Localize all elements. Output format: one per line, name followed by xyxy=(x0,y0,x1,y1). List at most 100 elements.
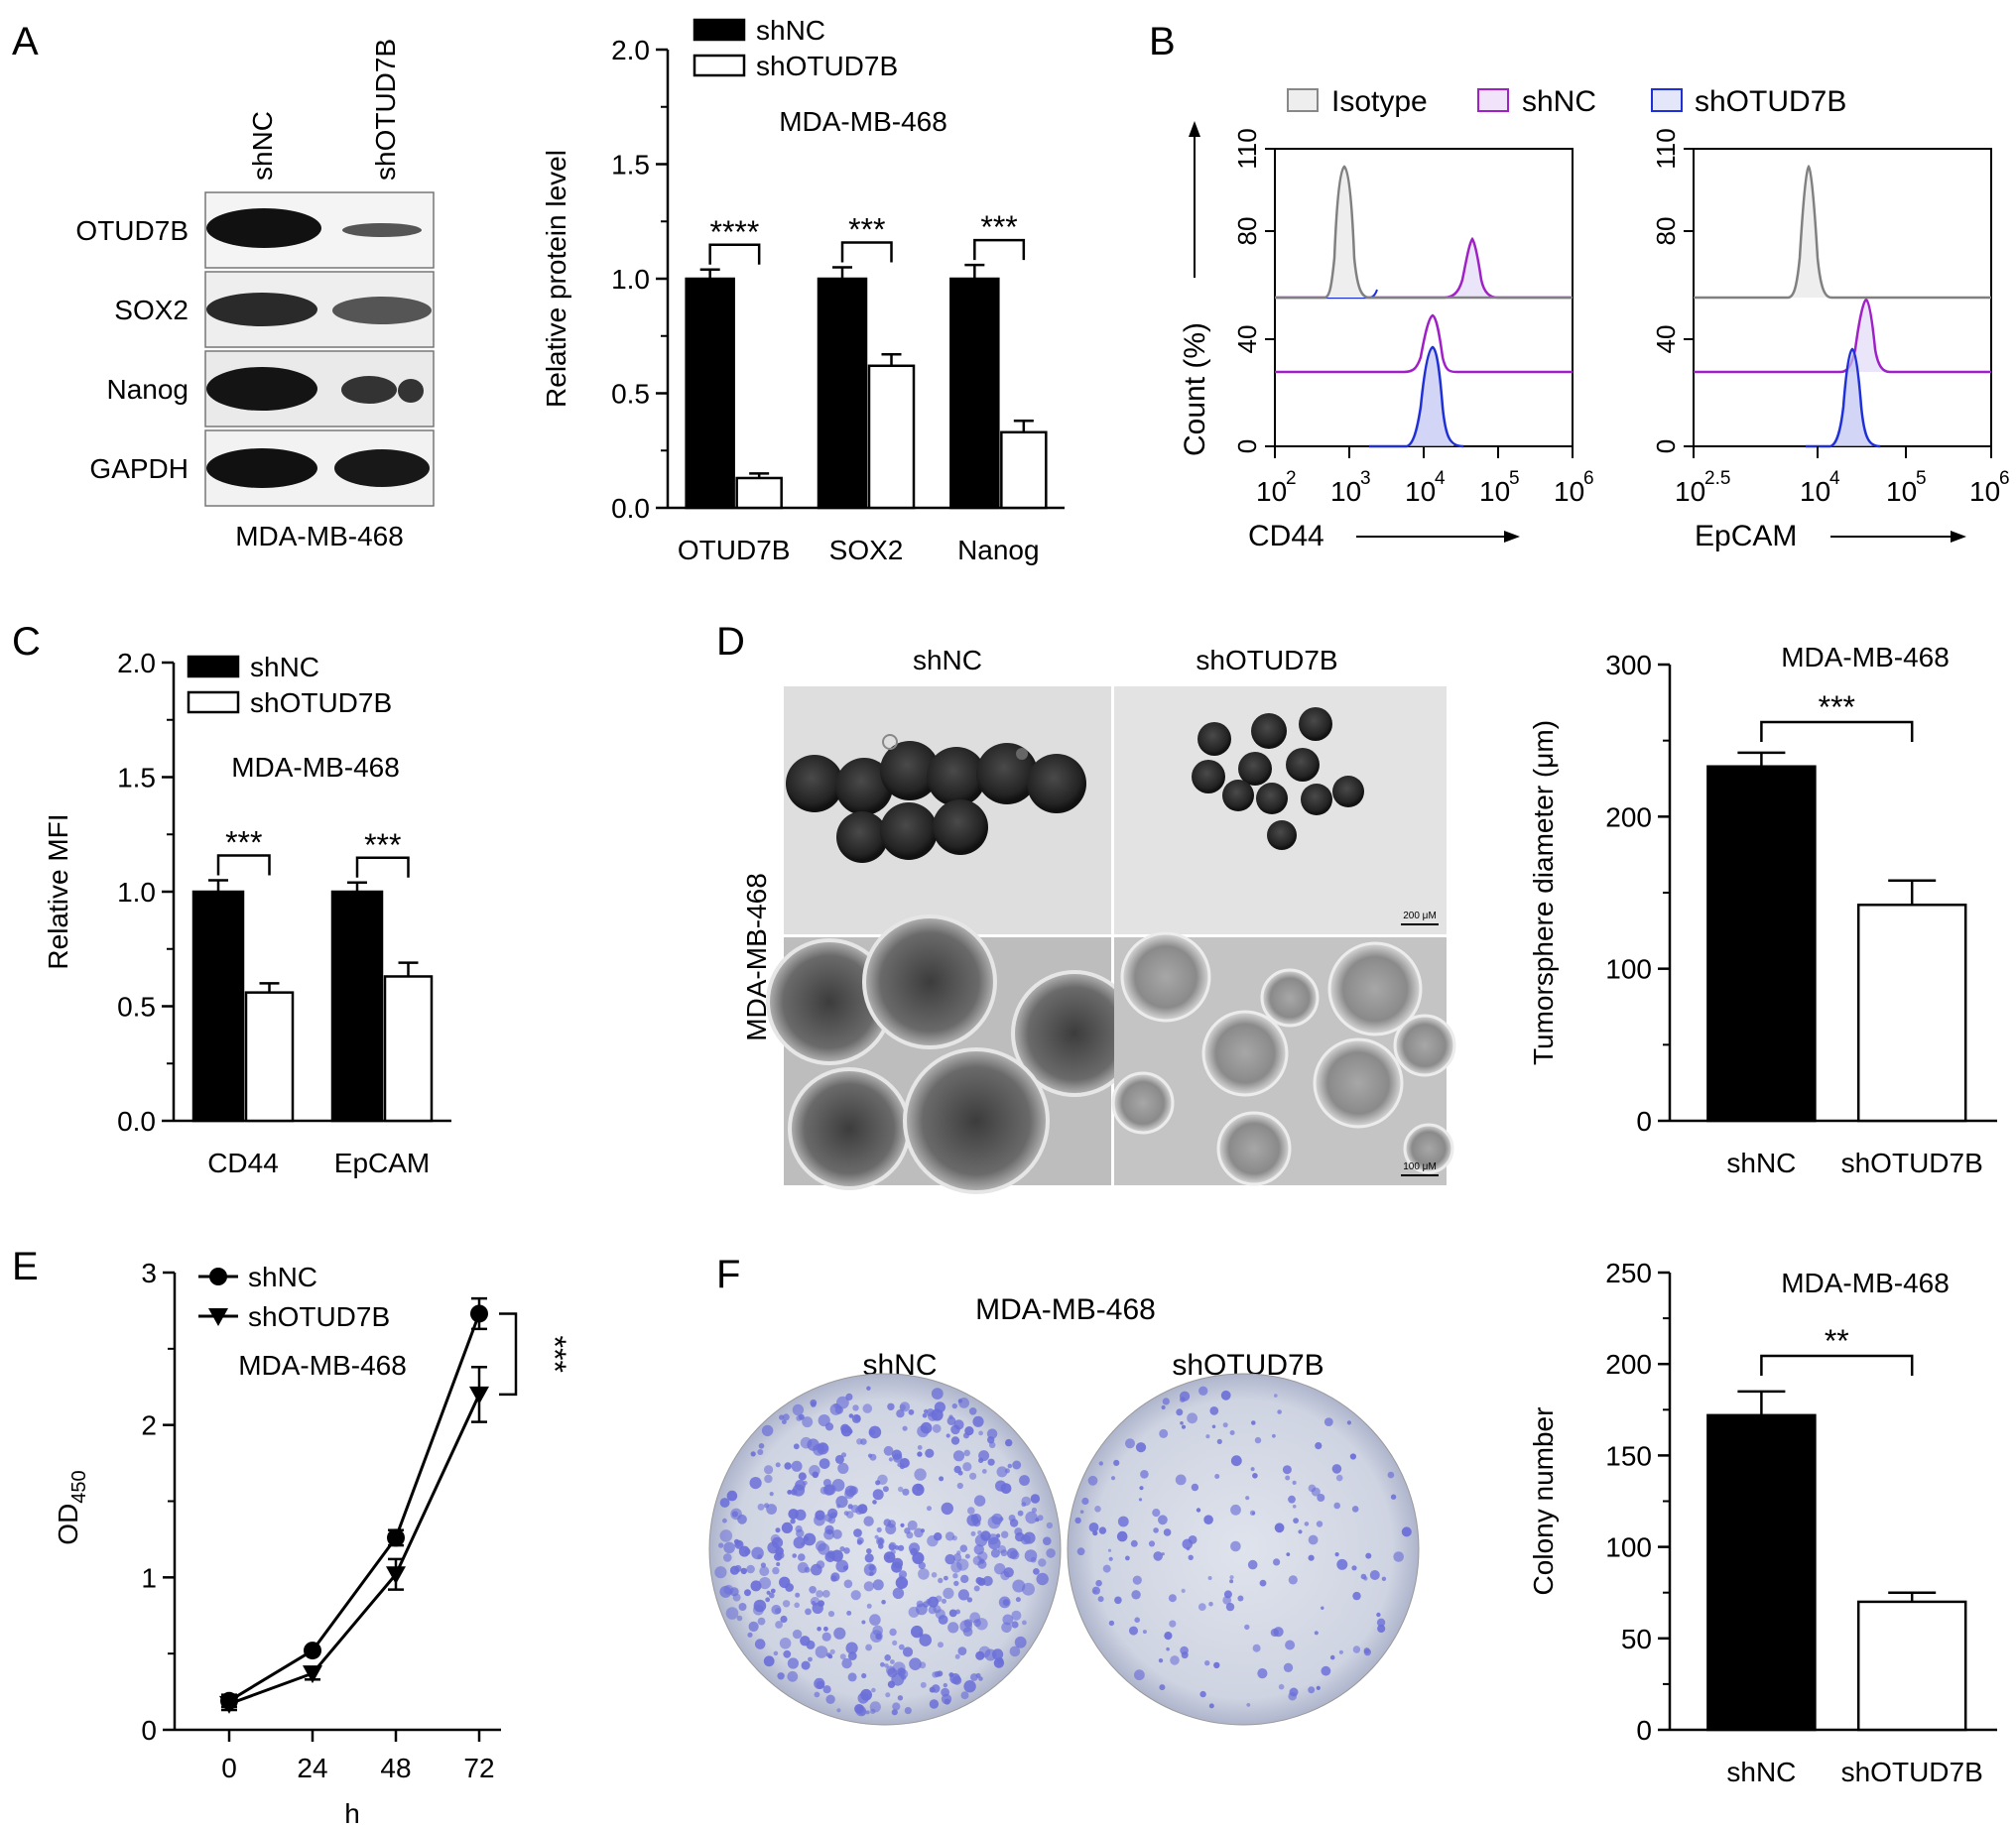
colony xyxy=(833,1627,846,1640)
significance-bracket xyxy=(216,854,271,876)
chart-d-tumorsphere-diameter: 0 100 200 300 Tumorsphere diameter (μm) MDA-M… xyxy=(1528,642,1997,1178)
colony xyxy=(719,1498,730,1508)
colony xyxy=(769,1592,775,1599)
colony xyxy=(827,1653,833,1659)
y-tick-label: 200 xyxy=(1605,1349,1652,1380)
flow-xtick-exp: 3 xyxy=(1360,468,1371,489)
colony xyxy=(719,1529,733,1542)
colony xyxy=(1181,1651,1189,1659)
significance-stars: *** xyxy=(1819,689,1855,725)
sphere-row-label: MDA-MB-468 xyxy=(741,873,772,1041)
colony xyxy=(1159,1428,1169,1438)
colony xyxy=(1011,1610,1022,1621)
flow-legend-shnc: shNC xyxy=(1522,85,1596,118)
blot-row-label-otud7b: OTUD7B xyxy=(75,215,189,246)
chart-a-protein-level: 0.0 0.5 1.0 1.5 2.0 Relative protein level MDA… xyxy=(541,15,1065,565)
blot-row-otud7b: OTUD7B xyxy=(75,191,435,269)
colony xyxy=(735,1539,742,1547)
x-tick-label: CD44 xyxy=(207,1148,279,1178)
flow-xticks-right: 10 2.5 10 4 10 5 10 6 xyxy=(1675,446,2010,507)
colony xyxy=(899,1403,906,1411)
colony xyxy=(1360,1573,1367,1580)
colony-plate-shotud7b xyxy=(1067,1373,1420,1726)
colony xyxy=(886,1554,891,1559)
colony xyxy=(736,1615,743,1622)
colony xyxy=(844,1485,857,1498)
colony xyxy=(959,1544,968,1552)
x-tick-label: shNC xyxy=(1726,1757,1796,1787)
colony xyxy=(1135,1442,1147,1453)
colony xyxy=(892,1587,905,1600)
colony xyxy=(850,1590,861,1601)
colony xyxy=(960,1691,969,1700)
y-tick-label: 150 xyxy=(1605,1440,1652,1471)
colony xyxy=(885,1692,891,1698)
bar xyxy=(1856,904,1967,1123)
colony xyxy=(1222,1422,1228,1428)
x-tick-label: SOX2 xyxy=(829,535,904,565)
colony xyxy=(1025,1511,1038,1524)
significance-bracket xyxy=(499,1312,518,1397)
legend-label: shNC xyxy=(756,15,825,46)
flow-xtick-base: 10 xyxy=(1554,476,1584,507)
colony xyxy=(792,1484,806,1497)
colony xyxy=(821,1632,831,1642)
flow-ytick: 80 xyxy=(1232,217,1262,246)
y-tick-label: 1.5 xyxy=(611,150,650,181)
flow-yticks-right: 0 40 80 110 xyxy=(1651,128,1694,453)
colony xyxy=(914,1527,924,1538)
colony xyxy=(1110,1476,1116,1481)
colony xyxy=(1334,1552,1339,1557)
colony xyxy=(1036,1572,1049,1586)
significance-bracket xyxy=(355,856,410,878)
colony xyxy=(1229,1575,1234,1580)
colony xyxy=(868,1425,882,1439)
colony xyxy=(1017,1510,1024,1517)
colony xyxy=(950,1424,960,1435)
colonies-shnc xyxy=(714,1386,1056,1717)
colony xyxy=(757,1617,766,1626)
colony xyxy=(1282,1465,1292,1475)
colony xyxy=(1270,1628,1279,1638)
colony xyxy=(938,1642,944,1648)
colony xyxy=(950,1561,962,1573)
colony xyxy=(1244,1624,1250,1631)
colony xyxy=(1274,1523,1285,1533)
colony xyxy=(851,1413,861,1423)
significance-stars: ** xyxy=(1825,1323,1849,1359)
colony xyxy=(812,1602,823,1615)
panel-letter-f: F xyxy=(716,1253,740,1296)
colony xyxy=(801,1541,806,1546)
colony xyxy=(1317,1494,1325,1502)
legend-swatch xyxy=(187,655,240,678)
colony xyxy=(1142,1630,1147,1635)
bar-shnc xyxy=(685,277,735,510)
colony xyxy=(941,1693,952,1705)
colony xyxy=(920,1681,927,1688)
colony xyxy=(787,1670,799,1682)
colonies-shotud7b xyxy=(1074,1386,1412,1709)
colony xyxy=(1007,1463,1013,1469)
colony xyxy=(970,1530,976,1536)
colony xyxy=(898,1544,905,1551)
colony xyxy=(842,1565,848,1571)
colony xyxy=(907,1520,918,1530)
colony xyxy=(804,1566,811,1573)
colony xyxy=(1079,1510,1084,1514)
colony xyxy=(946,1416,956,1425)
colony xyxy=(1009,1519,1019,1527)
colony xyxy=(902,1646,914,1657)
colony xyxy=(1005,1438,1013,1447)
colony xyxy=(891,1672,905,1686)
colony xyxy=(1000,1549,1008,1557)
colony xyxy=(1108,1620,1115,1627)
colony xyxy=(928,1596,939,1608)
colony xyxy=(1176,1408,1184,1416)
colony xyxy=(737,1514,747,1524)
colony xyxy=(1191,1483,1199,1492)
colony xyxy=(1257,1668,1268,1679)
scale-bar-label-bottom: 100 μM xyxy=(1403,1161,1437,1172)
colony xyxy=(1336,1558,1348,1570)
colony xyxy=(962,1462,972,1472)
y-tick-label: 1.0 xyxy=(611,264,650,295)
